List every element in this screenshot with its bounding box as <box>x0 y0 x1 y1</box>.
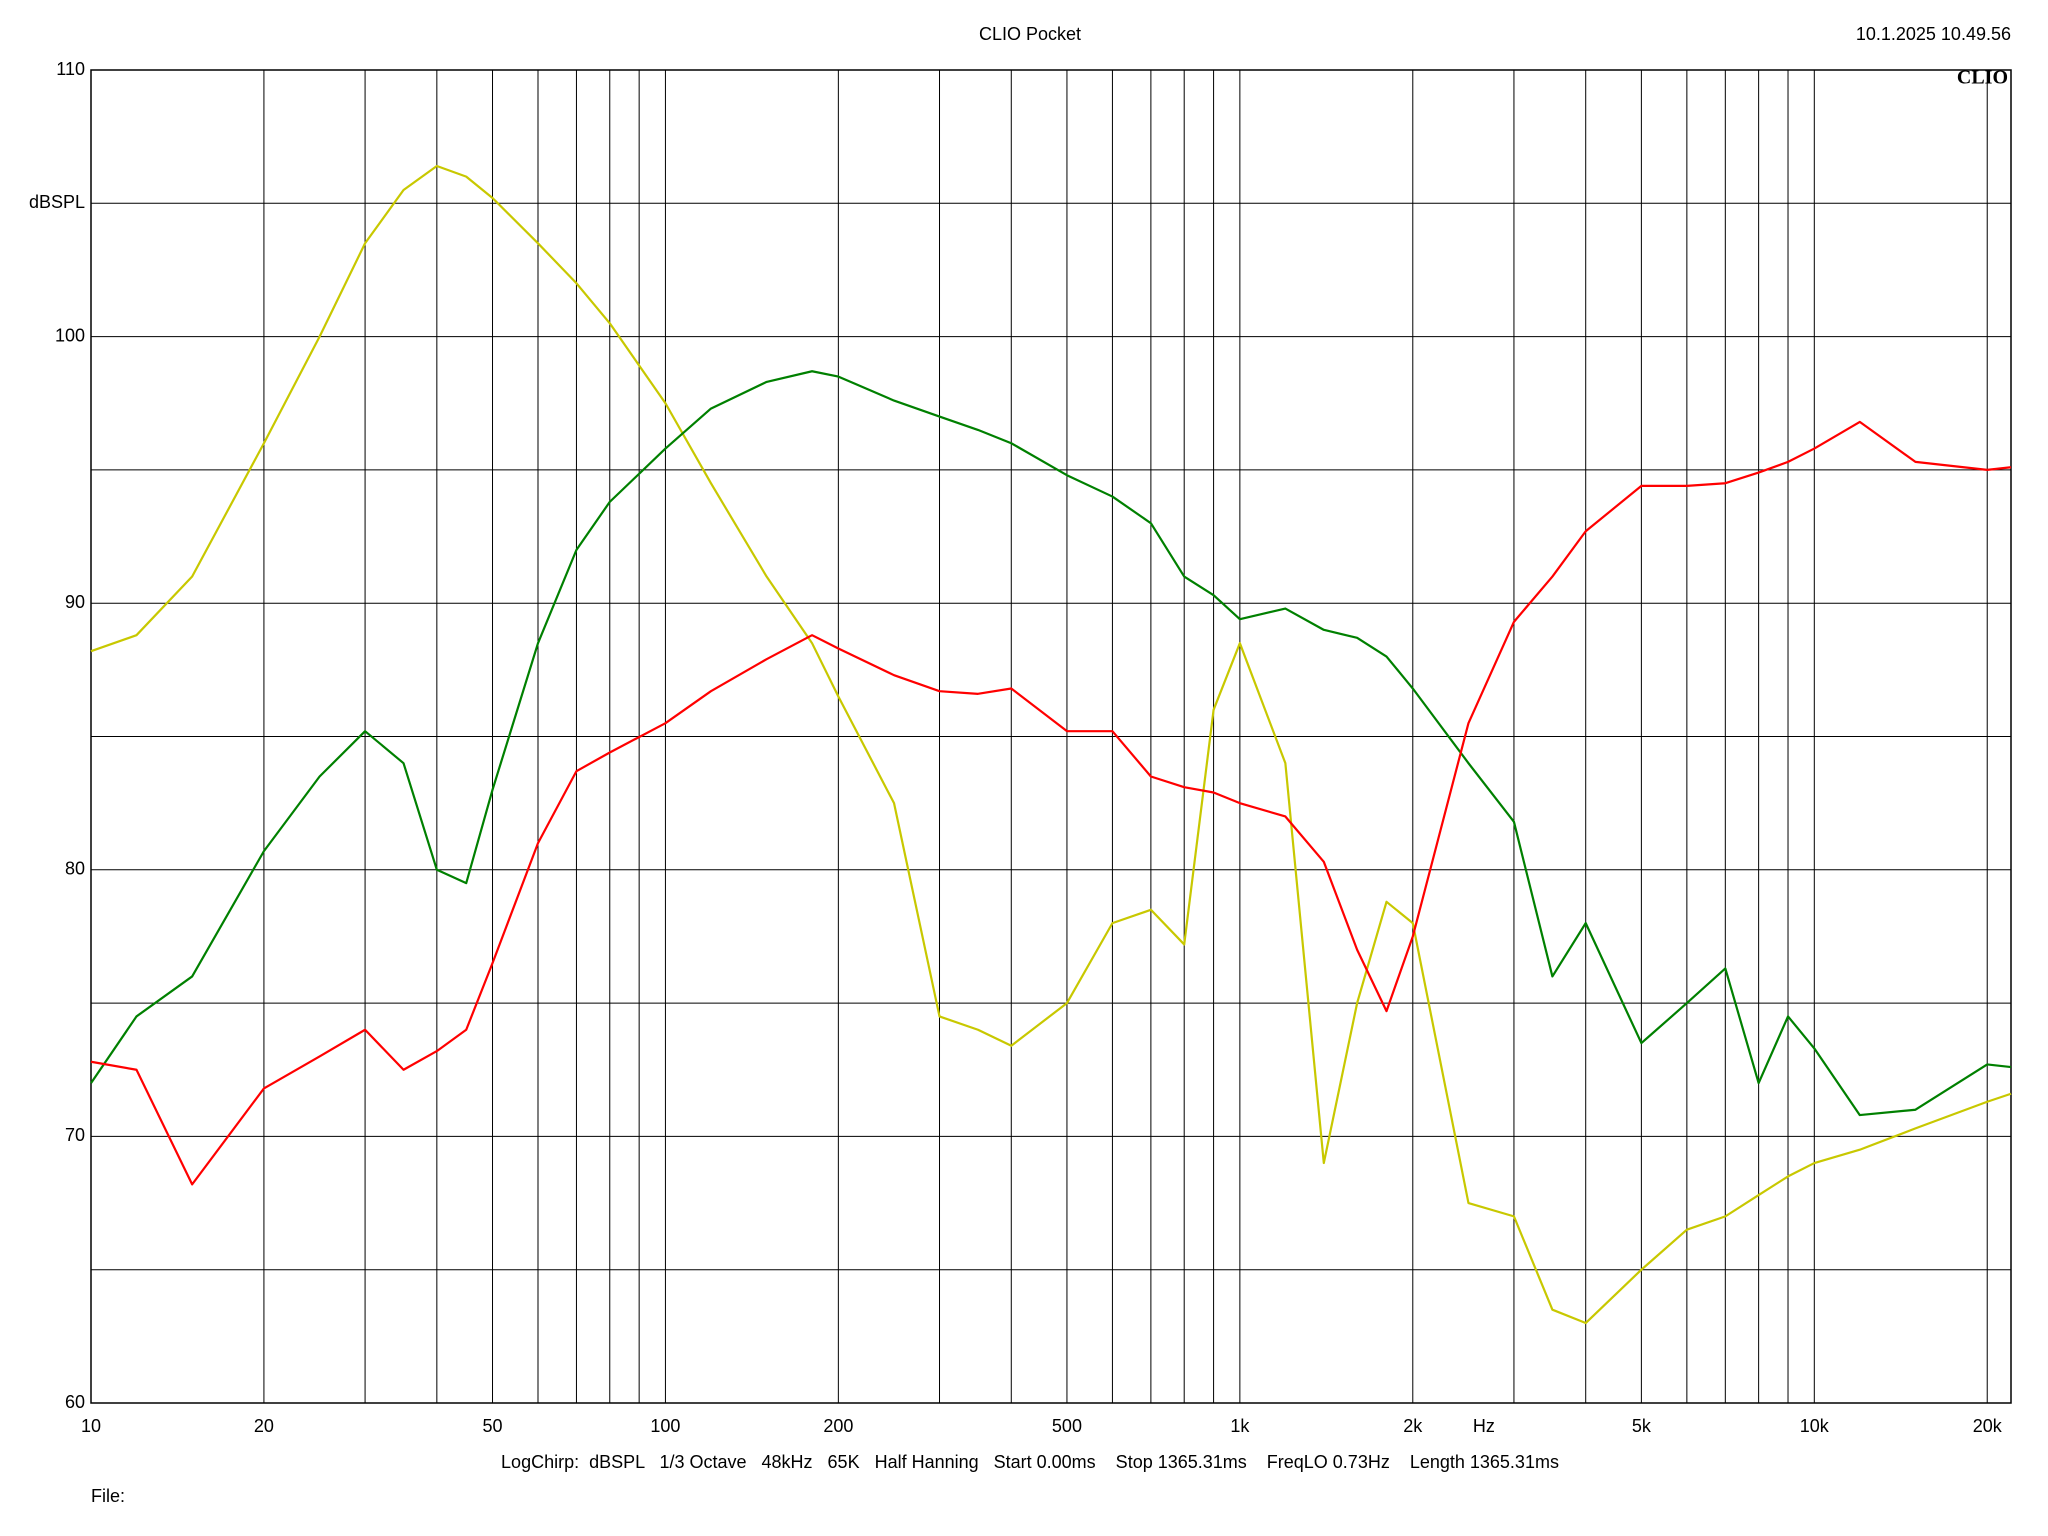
x-tick-label: 100 <box>650 1416 680 1436</box>
x-tick-label: 5k <box>1632 1416 1652 1436</box>
y-tick-label: 70 <box>65 1125 85 1145</box>
chart-title: CLIO Pocket <box>979 24 1081 44</box>
footer: LogChirp: dBSPL 1/3 Octave 48kHz 65K Hal… <box>501 1452 1559 1472</box>
x-tick-label: 10k <box>1800 1416 1830 1436</box>
x-tick-label: 2k <box>1403 1416 1423 1436</box>
x-tick-label: 200 <box>823 1416 853 1436</box>
y-tick-label: 90 <box>65 592 85 612</box>
y-axis-label: dBSPL <box>29 192 85 212</box>
x-tick-label: 20k <box>1973 1416 2003 1436</box>
file-label: File: <box>91 1486 125 1506</box>
y-tick-label: 80 <box>65 859 85 879</box>
plot-frame <box>90 69 2012 1404</box>
series-line <box>90 420 2012 1186</box>
y-tick-label: 60 <box>65 1392 85 1412</box>
y-tick-label: 100 <box>55 325 85 345</box>
x-tick-label: 10 <box>81 1416 101 1436</box>
logo: CLIO <box>1957 67 2008 89</box>
x-tick-label: 500 <box>1052 1416 1082 1436</box>
x-axis-label: Hz <box>1473 1416 1495 1436</box>
x-tick-label: 50 <box>482 1416 502 1436</box>
timestamp: 10.1.2025 10.49.56 <box>1856 24 2011 44</box>
y-tick-label: 110 <box>56 59 85 79</box>
series-line <box>90 370 2012 1117</box>
x-tick-label: 1k <box>1230 1416 1250 1436</box>
series-line <box>90 164 2012 1325</box>
x-tick-label: 20 <box>254 1416 274 1436</box>
